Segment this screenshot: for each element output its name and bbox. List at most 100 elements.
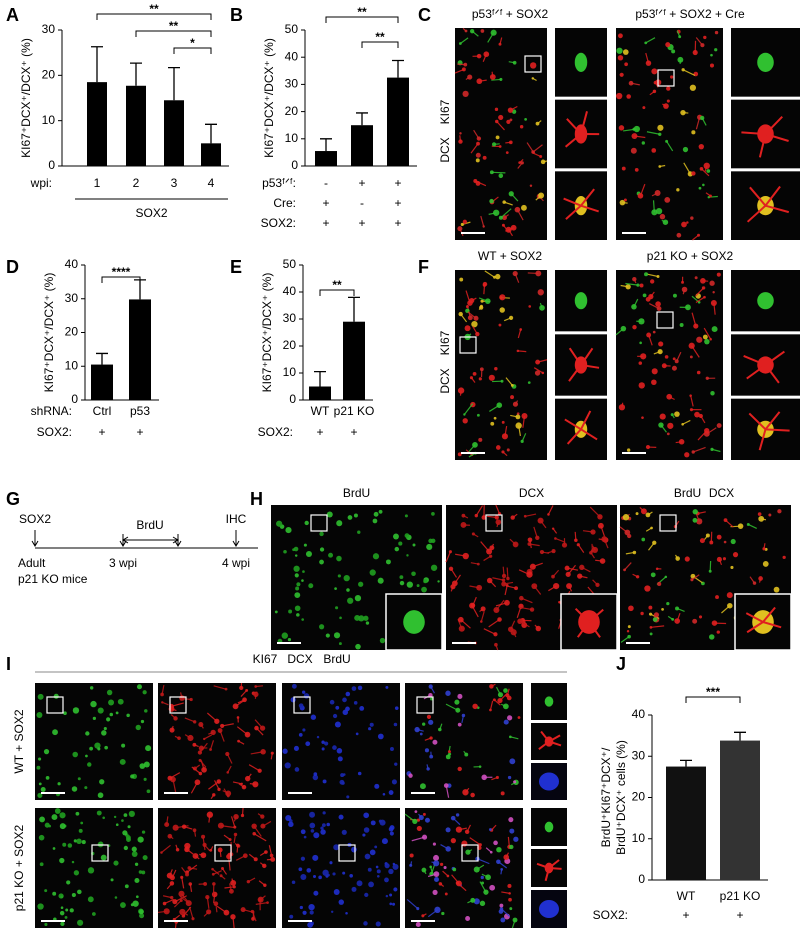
cell <box>385 559 391 565</box>
cell-process <box>230 816 236 828</box>
cell <box>254 685 257 688</box>
cell <box>295 586 300 591</box>
cell <box>177 736 181 740</box>
cell <box>722 557 726 561</box>
cell <box>498 323 502 327</box>
cell <box>232 703 239 710</box>
cell <box>495 135 500 140</box>
cell <box>385 894 389 898</box>
cell <box>450 584 456 590</box>
cell <box>540 159 546 165</box>
cell <box>179 898 183 902</box>
cell <box>336 520 343 527</box>
cell <box>421 867 427 873</box>
cell <box>589 550 593 555</box>
cell <box>102 816 105 820</box>
cell <box>429 754 434 759</box>
cell <box>179 695 185 701</box>
cell <box>535 270 542 277</box>
inset-cell <box>574 292 588 310</box>
cell <box>263 883 267 887</box>
cell <box>117 698 124 705</box>
cell <box>644 41 648 45</box>
cell <box>80 821 84 825</box>
cell <box>64 915 68 919</box>
cell <box>485 874 491 881</box>
cell <box>534 370 541 376</box>
inset-process <box>765 133 789 142</box>
cell <box>213 901 219 906</box>
row-label: wpi: <box>30 176 52 190</box>
cell <box>627 533 632 539</box>
cell <box>270 751 274 755</box>
cell <box>642 293 647 298</box>
cell <box>392 863 399 870</box>
micrograph <box>455 28 547 240</box>
cell <box>482 225 485 228</box>
cell <box>472 372 477 376</box>
cell <box>38 834 45 841</box>
inset-process <box>568 347 582 366</box>
cell <box>505 583 509 587</box>
cell <box>364 892 369 898</box>
cell <box>478 765 482 768</box>
cell <box>462 552 469 560</box>
image-title: DCX <box>519 486 544 500</box>
cell <box>651 368 658 375</box>
cell <box>226 853 232 860</box>
cell <box>689 394 692 397</box>
cell <box>440 862 444 866</box>
cell <box>628 80 634 86</box>
cell <box>523 514 527 518</box>
cell <box>661 363 667 369</box>
cell <box>334 587 337 590</box>
cell <box>198 771 203 776</box>
error-bar <box>356 112 368 126</box>
significance-bracket <box>319 289 355 296</box>
cell-process <box>480 611 485 622</box>
cell <box>712 291 715 294</box>
cell <box>99 779 105 785</box>
cell <box>412 543 416 547</box>
cell <box>480 875 484 880</box>
roi-box <box>459 336 477 354</box>
cell <box>332 713 338 719</box>
inset-process <box>565 204 582 220</box>
cell <box>338 642 342 646</box>
cell <box>172 824 179 831</box>
cell <box>185 900 192 907</box>
cell <box>732 552 739 558</box>
panel-label: F <box>418 257 429 277</box>
cell <box>355 732 359 736</box>
cell <box>682 146 689 153</box>
y-tick-label: 30 <box>285 77 299 91</box>
cell <box>470 897 476 903</box>
cell <box>63 711 67 716</box>
group-label: SOX2 <box>135 206 167 220</box>
cell <box>364 853 371 860</box>
cell <box>493 632 498 637</box>
cell <box>184 846 190 853</box>
cell <box>698 143 705 150</box>
cell <box>399 580 405 586</box>
cell-process <box>463 403 474 415</box>
bar <box>164 100 184 166</box>
cell <box>308 583 314 589</box>
cell <box>539 155 543 158</box>
cell <box>650 526 653 530</box>
y-axis-label: KI67⁺DCX⁺/DCX⁺ (%) <box>260 273 274 393</box>
cell <box>363 827 370 833</box>
cell <box>709 634 715 640</box>
roi-box <box>659 514 677 532</box>
cell <box>674 618 681 624</box>
cell <box>711 326 718 333</box>
cell <box>319 624 325 630</box>
cell <box>671 617 675 621</box>
condition-value: + <box>316 425 323 439</box>
cell-process <box>525 513 537 517</box>
cell-process <box>695 296 705 304</box>
cell <box>87 762 92 767</box>
cell <box>730 538 736 545</box>
cell <box>675 556 680 561</box>
